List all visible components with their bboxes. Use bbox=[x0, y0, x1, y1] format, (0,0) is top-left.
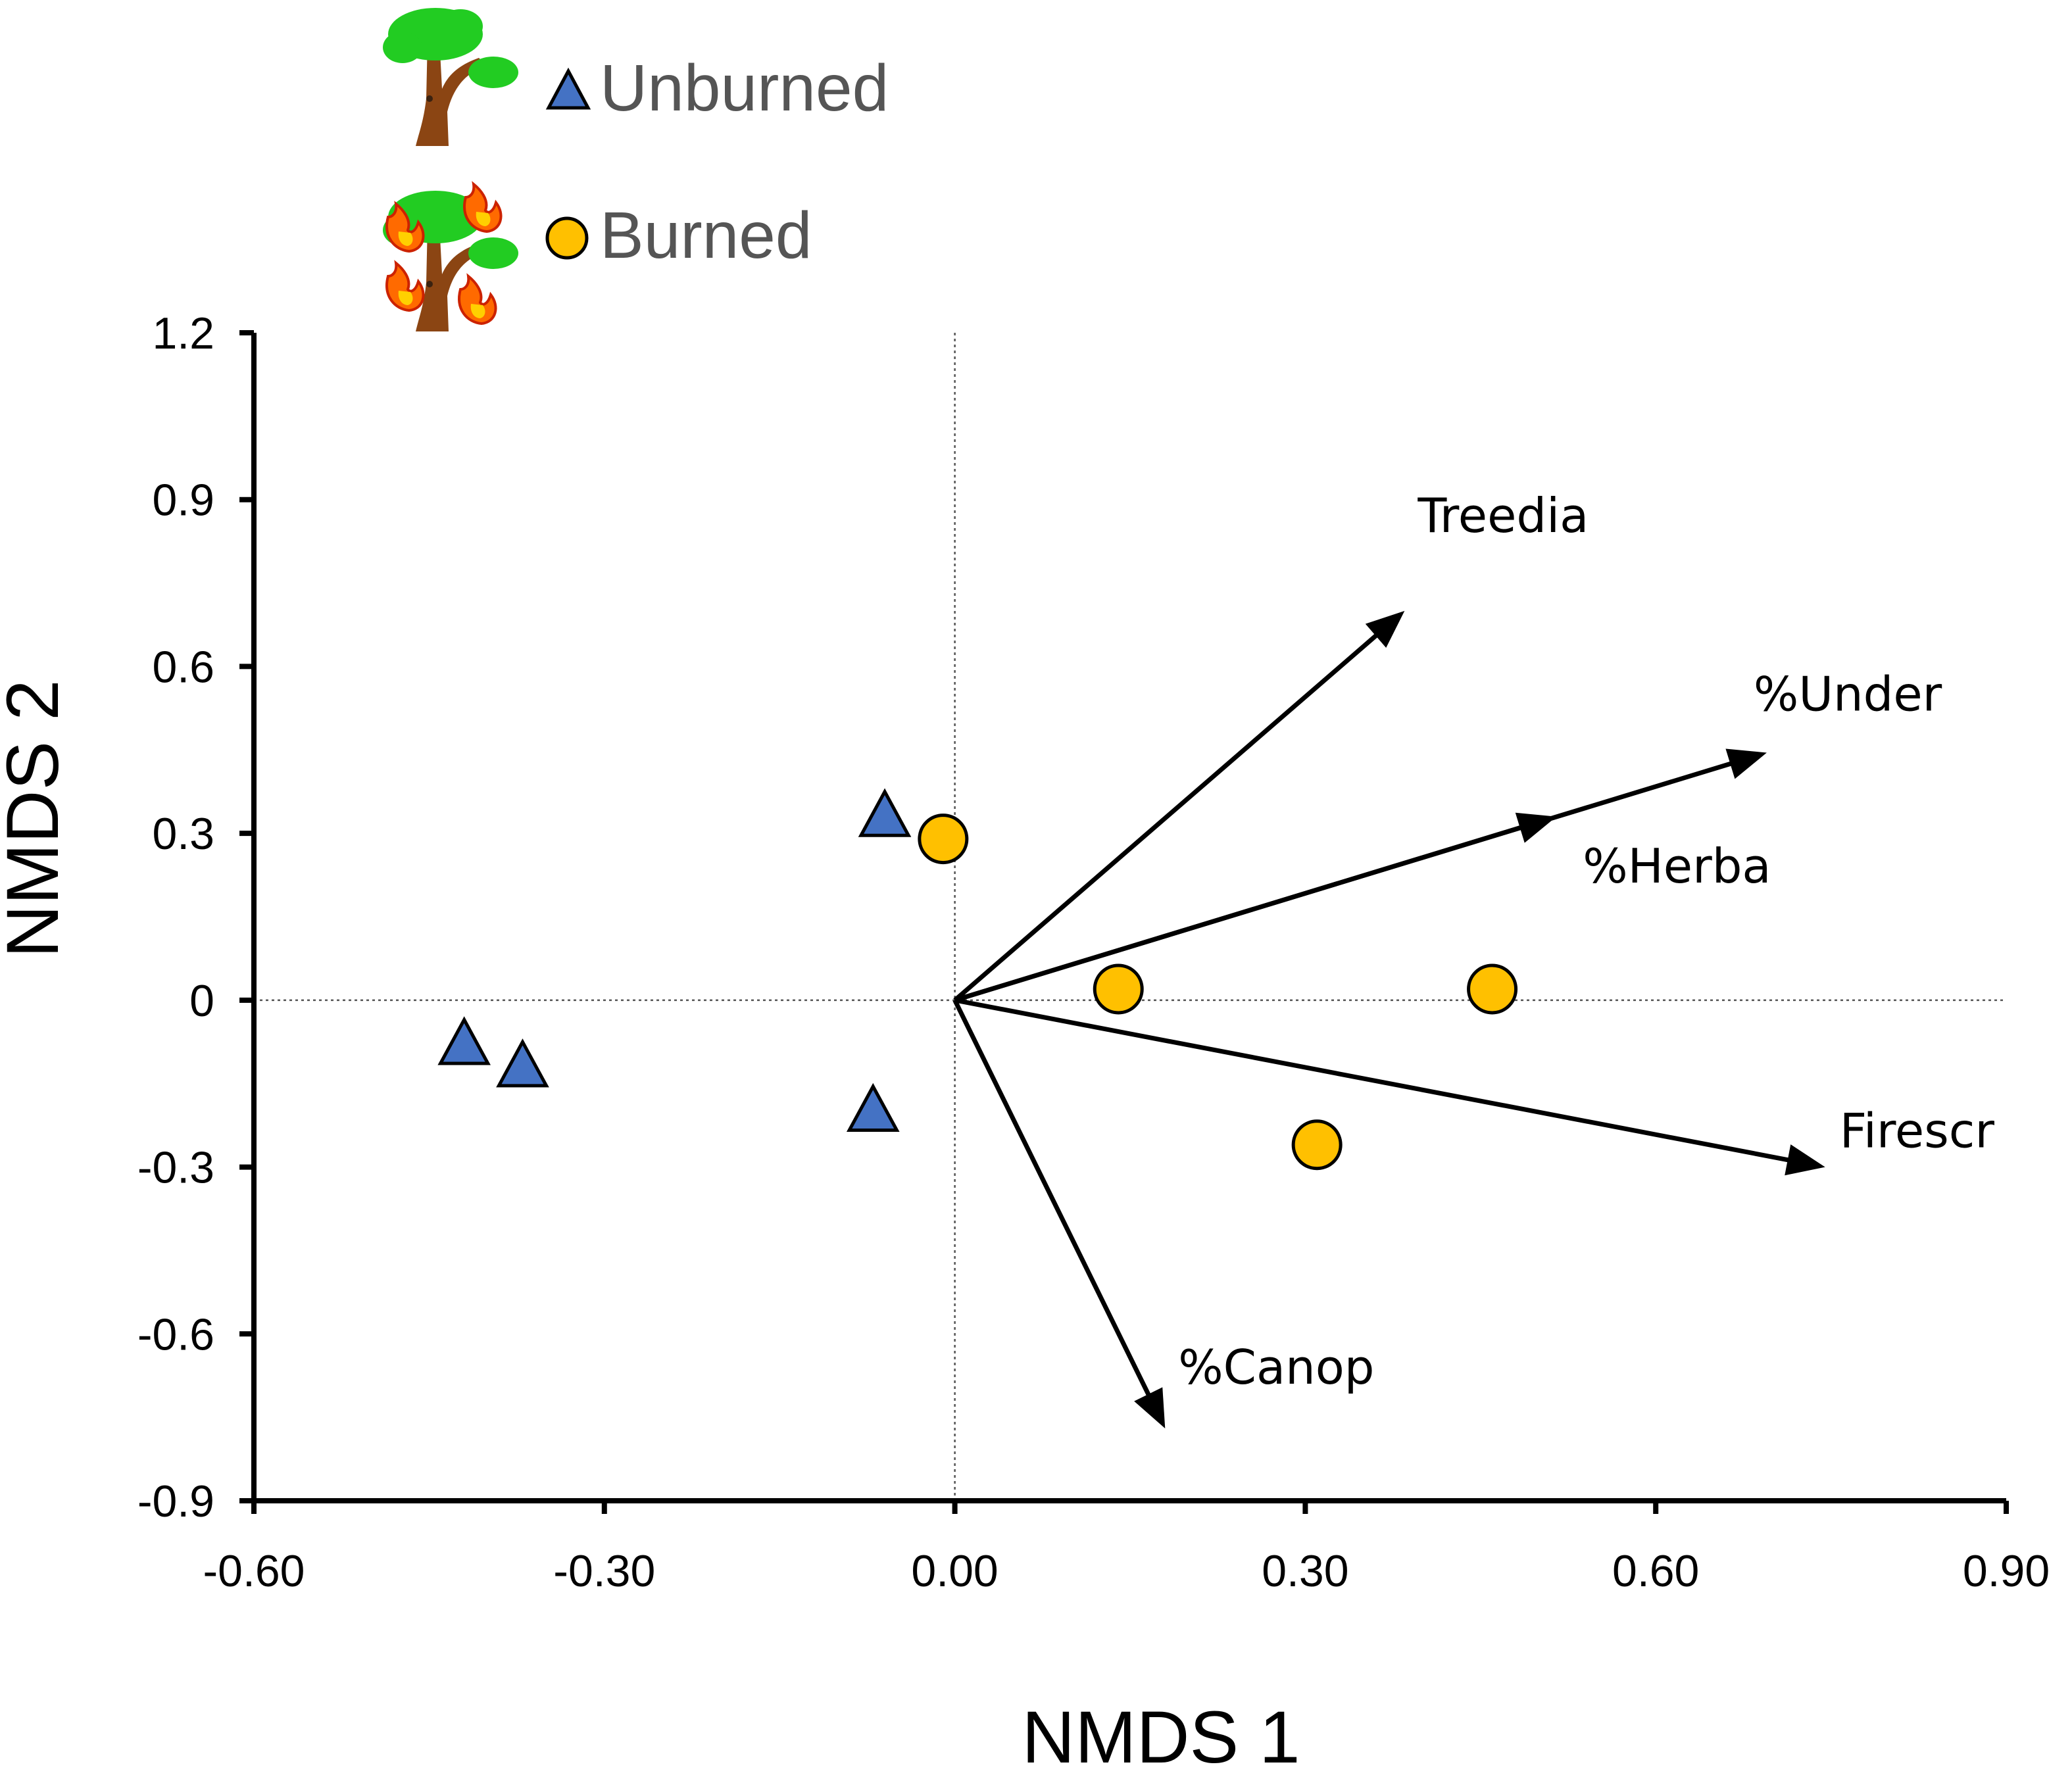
x-tick-label: -0.30 bbox=[553, 1546, 655, 1596]
point-burned bbox=[1291, 1119, 1343, 1171]
x-tick-label: 0.90 bbox=[1963, 1546, 2050, 1596]
vector-label: Firescr bbox=[1840, 1104, 1995, 1159]
axes bbox=[251, 333, 2006, 1503]
x-tick-label: 0.30 bbox=[1262, 1546, 1348, 1596]
y-tick-label: 0.3 bbox=[152, 809, 214, 859]
ticks: -0.60 -0.30 0.00 0.30 0.60 0.901.20.90.60.30-… bbox=[137, 308, 2050, 1596]
legend-marker-unburned bbox=[545, 67, 591, 110]
vector-line bbox=[952, 999, 1152, 1398]
vector-label: %Canop bbox=[1178, 1340, 1374, 1395]
point-burned bbox=[1467, 963, 1518, 1015]
y-tick-label: -0.3 bbox=[137, 1143, 214, 1193]
x-tick-label: -0.60 bbox=[203, 1546, 305, 1596]
vector-arrowhead bbox=[1365, 610, 1405, 648]
vector-arrowhead bbox=[1515, 812, 1557, 843]
vector-label: %Herba bbox=[1583, 839, 1771, 894]
point-unburned bbox=[846, 1082, 900, 1132]
vector-label: %Under bbox=[1754, 667, 1942, 722]
burning-tree-icon bbox=[383, 181, 518, 331]
vector-arrowhead bbox=[1134, 1387, 1166, 1429]
x-tick-label: 0.00 bbox=[911, 1546, 998, 1596]
y-axis-title: NMDS 2 bbox=[0, 679, 74, 958]
vector-line bbox=[953, 632, 1379, 1002]
legend-label-unburned: Unburned bbox=[600, 51, 889, 125]
data-points bbox=[437, 788, 1518, 1171]
point-burned bbox=[1093, 963, 1144, 1015]
y-tick-label: 0.9 bbox=[152, 475, 214, 525]
legend-label-burned: Burned bbox=[600, 199, 812, 272]
y-tick-label: 1.2 bbox=[152, 308, 214, 358]
legend: Unburned Burned bbox=[383, 8, 889, 331]
y-tick-label: -0.9 bbox=[137, 1476, 214, 1526]
x-tick-label: 0.60 bbox=[1612, 1546, 1699, 1596]
x-axis-title: NMDS 1 bbox=[1022, 1696, 1300, 1772]
vector-arrowhead bbox=[1785, 1144, 1825, 1176]
environmental-vectors: Treedia %Under %Herba Firescr %Canop bbox=[952, 488, 1995, 1429]
point-unburned bbox=[496, 1038, 549, 1088]
reference-lines bbox=[254, 333, 2006, 1501]
legend-marker-burned bbox=[545, 216, 589, 260]
vector-label: Treedia bbox=[1417, 488, 1589, 543]
y-tick-label: 0.6 bbox=[152, 642, 214, 692]
y-tick-label: -0.6 bbox=[137, 1309, 214, 1359]
point-unburned bbox=[437, 1016, 491, 1065]
vector-line bbox=[954, 825, 1523, 1003]
vector-arrowhead bbox=[1725, 748, 1767, 779]
y-tick-label: 0 bbox=[189, 976, 214, 1026]
vector-line bbox=[954, 998, 1791, 1163]
point-burned bbox=[918, 814, 969, 865]
point-unburned bbox=[858, 788, 912, 837]
tree-icon bbox=[383, 8, 518, 146]
